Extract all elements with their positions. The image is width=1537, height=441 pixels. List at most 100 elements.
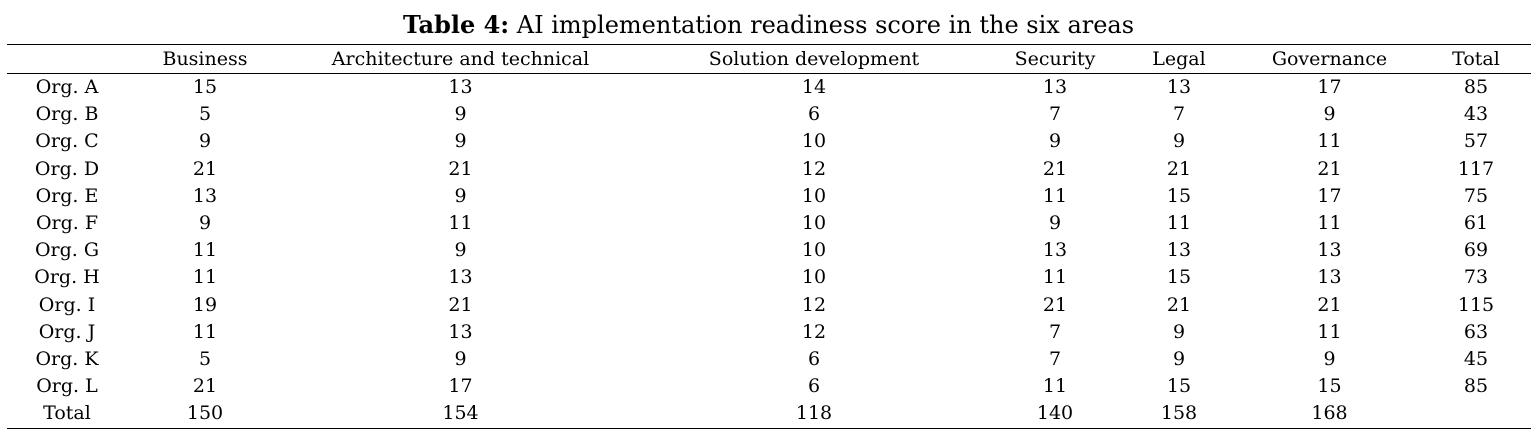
table-cell: 15 (1166, 266, 1192, 289)
table-cell: 117 (1457, 157, 1495, 180)
table-cell: 118 (795, 402, 833, 425)
table-caption-label: Table 4: (402, 10, 510, 39)
table-row: Org. E 13 9 10 11 15 17 75 (7, 183, 1531, 210)
table-caption: Table 4: AI implementation readiness sco… (0, 10, 1537, 40)
table-cell: 115 (1457, 293, 1495, 316)
table-cell: 17 (1317, 76, 1342, 98)
table-cell: 11 (192, 239, 218, 262)
table-cell: 10 (801, 130, 827, 153)
table-cell: 10 (801, 239, 827, 262)
table-cell: 21 (1042, 293, 1068, 316)
table-cell: 5 (198, 103, 212, 126)
row-label-cell: Org. J (38, 320, 96, 343)
table-caption-text: AI implementation readiness score in the… (509, 11, 1135, 39)
table-cell: 9 (1048, 130, 1062, 153)
table-cell: 7 (1048, 348, 1062, 371)
table-cell: 63 (1463, 320, 1489, 343)
table-cell: 9 (1172, 348, 1186, 371)
table-cell: 21 (1317, 293, 1342, 316)
table-cell: 9 (454, 130, 467, 153)
row-label-cell: Org. I (38, 293, 96, 316)
table-cell: 13 (1166, 239, 1192, 262)
table-cell: 15 (1166, 375, 1192, 398)
table-cell: 69 (1463, 239, 1489, 262)
table-cell: 9 (1172, 320, 1186, 343)
table-row: Org. I 19 21 12 21 21 21 115 (7, 292, 1531, 319)
table-cell: 11 (1317, 320, 1342, 343)
table-cell: 15 (192, 76, 218, 98)
table-cell: 6 (807, 348, 821, 371)
row-label-cell: Org. D (34, 157, 100, 180)
table-cell: 21 (448, 293, 473, 316)
table-cell: 6 (807, 103, 821, 126)
table-cell: 9 (454, 239, 467, 262)
table-cell: 7 (1048, 103, 1062, 126)
table-row: Org. K 5 9 6 7 9 9 45 (7, 346, 1531, 373)
table-cell: 140 (1036, 402, 1074, 425)
table-cell: 21 (192, 157, 218, 180)
table-row: Org. J 11 13 12 7 9 11 63 (7, 319, 1531, 346)
header-row: Business Architecture and technical Solu… (7, 44, 1531, 74)
table-cell: 7 (1048, 320, 1062, 343)
table-cell: 61 (1463, 212, 1489, 235)
row-label-cell: Total (43, 402, 91, 425)
table-cell: 12 (801, 293, 827, 316)
table-cell: 150 (186, 402, 224, 425)
row-label-cell: Org. F (35, 212, 99, 235)
table-cell: 73 (1463, 266, 1489, 289)
table-cell: 6 (807, 375, 821, 398)
table-cell: 11 (1042, 266, 1068, 289)
table-cell: 21 (1042, 157, 1068, 180)
table-cell: 43 (1463, 103, 1489, 126)
table-cell: 9 (454, 184, 467, 207)
table-cell: 21 (192, 375, 218, 398)
table-row: Org. B 5 9 6 7 7 9 43 (7, 101, 1531, 128)
table-cell: 10 (801, 184, 827, 207)
header-cell (7, 45, 127, 74)
table-cell: 11 (1042, 375, 1068, 398)
table-cell: 11 (1042, 184, 1068, 207)
table-cell: 13 (192, 184, 218, 207)
table-row: Org. H 11 13 10 11 15 13 73 (7, 264, 1531, 291)
row-label-cell: Org. E (35, 184, 99, 207)
table-cell: 85 (1463, 76, 1489, 98)
table-cell: 85 (1463, 375, 1489, 398)
table-cell: 21 (1166, 293, 1192, 316)
table-cell: 10 (801, 266, 827, 289)
table-cell: 11 (1317, 212, 1342, 235)
table-body: Org. A 15 13 14 13 13 17 85 Org. B 5 9 6 7 7 9 43 Org. C… (7, 74, 1531, 429)
table-cell: 19 (192, 293, 218, 316)
header-cell: Business (162, 48, 248, 70)
table-cell: 9 (1048, 212, 1062, 235)
table-cell: 11 (192, 266, 218, 289)
row-label-cell: Org. H (34, 266, 100, 289)
table-cell: 9 (1323, 348, 1336, 371)
table-cell: 17 (1317, 184, 1342, 207)
table-cell: 75 (1463, 184, 1489, 207)
table-cell: 7 (1172, 103, 1186, 126)
table-cell: 13 (1042, 239, 1068, 262)
table-cell (1421, 400, 1531, 428)
table-row: Org. F 9 11 10 9 11 11 61 (7, 210, 1531, 237)
table-cell: 15 (1166, 184, 1192, 207)
table-cell: 9 (1172, 130, 1186, 153)
table-cell: 13 (1317, 239, 1342, 262)
table-cell: 13 (1317, 266, 1342, 289)
table-cell: 9 (198, 130, 212, 153)
header-cell: Legal (1152, 48, 1206, 70)
header-cell: Solution development (708, 48, 920, 70)
table-cell: 5 (198, 348, 212, 371)
header-cell: Governance (1271, 48, 1388, 70)
table-cell: 15 (1317, 375, 1342, 398)
table-cell: 13 (448, 320, 473, 343)
table-cell: 11 (448, 212, 473, 235)
table-cell: 13 (448, 76, 473, 98)
table-row: Org. A 15 13 14 13 13 17 85 (7, 74, 1531, 102)
table-row: Org. G 11 9 10 13 13 13 69 (7, 237, 1531, 264)
table-cell: 13 (448, 266, 473, 289)
row-label-cell: Org. L (36, 375, 98, 398)
row-label-cell: Org. C (35, 130, 99, 153)
row-label-cell: Org. G (34, 239, 100, 262)
table-cell: 9 (198, 212, 212, 235)
table-row: Org. C 9 9 10 9 9 11 57 (7, 128, 1531, 155)
